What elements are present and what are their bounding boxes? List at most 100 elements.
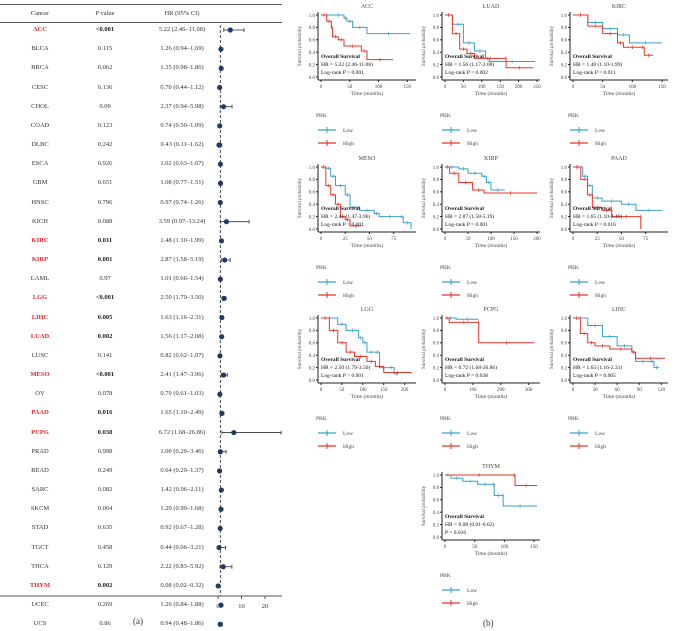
survival-curve-low: [445, 317, 479, 320]
y-tick-label: 1.0: [309, 166, 316, 171]
legend-label-low: Low: [467, 128, 477, 134]
p-value: Log-rank P = 0.002: [445, 70, 488, 76]
legend-label-high: High: [343, 293, 354, 299]
y-tick-label: 0.8: [561, 329, 568, 334]
y-tick-label: 0.0: [433, 76, 440, 81]
cancer-cell: BRCA: [31, 64, 49, 72]
cancer-cell: KIRP: [31, 256, 49, 264]
cancer-cell: ESCA: [31, 160, 49, 168]
cancer-cell: KICH: [32, 217, 48, 225]
hr-point: [218, 506, 224, 512]
y-tick-label: 1.0: [561, 166, 568, 171]
cancer-cell: PCPG: [31, 428, 49, 436]
survival-curve-high: [445, 317, 535, 344]
p-value-cell: 0.038: [97, 428, 113, 436]
forest-plot: 0 10 20: [0, 25, 282, 627]
y-tick-label: 0.0: [561, 379, 568, 384]
y-tick-label: 0.2: [433, 366, 440, 371]
p-value: Log-rank P = 0.016: [573, 222, 616, 228]
p-value-cell: 0.635: [97, 524, 113, 532]
cancer-cell: CHOL: [31, 102, 49, 110]
y-tick-label: 0.6: [433, 342, 440, 347]
hr-point: [218, 238, 225, 244]
x-tick-label: 50: [466, 237, 472, 242]
hazard-ratio: HR = 6.72 (1.68-26.86): [445, 364, 497, 371]
km-panel-meso: MESO 0.0 0.2 0.4 0.6 0.8 1.0 0 25 50 75 Time (month…: [298, 156, 416, 299]
hazard-ratio: HR = 1.65 (1.10-2.49): [573, 213, 622, 220]
x-axis-label: Time (months): [475, 242, 508, 249]
p-value-cell: 0.002: [97, 332, 113, 340]
cancer-cell: TGCT: [31, 543, 49, 551]
stats-title: Overall Survival: [573, 54, 612, 60]
p-value-cell: 0.09: [99, 102, 111, 110]
x-tick-label: 25: [595, 237, 601, 242]
legend-label-low: Low: [343, 431, 353, 437]
x-tick-label: 0: [444, 545, 447, 550]
x-axis-label: Time (months): [603, 90, 636, 97]
hr-cell: 2.87 (1.58–5.19): [160, 256, 204, 264]
cancer-cell: THYM: [29, 581, 51, 589]
x-tick-label: 100: [487, 237, 495, 242]
survival-curve-low: [573, 166, 663, 211]
hr-cell: 1.63 (1.16–2.31): [160, 313, 204, 321]
x-axis-label: Time (months): [351, 242, 384, 249]
p-value-cell: 0.458: [97, 543, 113, 551]
legend-label-high: High: [595, 293, 606, 299]
hr-cell: 2.22 (0.83–5.92): [160, 562, 204, 570]
hr-cell: 1.35 (0.98–1.86): [160, 64, 204, 72]
hr-cell: 1.48 (1.10–1.99): [160, 236, 204, 244]
cancer-cell: THCA: [31, 562, 49, 570]
hr-cell: 1.29 (0.99–1.68): [160, 505, 204, 513]
legend-label-high: High: [343, 141, 354, 147]
hr-point: [217, 621, 223, 627]
panel-title: LIHC: [612, 307, 626, 313]
p-value-cell: 0.016: [97, 409, 113, 417]
hr-cell: 0.92 (0.67–1.28): [160, 524, 204, 532]
panel-title: KIRC: [612, 4, 626, 10]
hr-cell: 0.74 (0.50–1.09): [160, 121, 204, 129]
legend-title: PBK: [568, 416, 579, 422]
km-panel-paad: PAAD 0.0 0.2 0.4 0.6 0.8 1.0 0 25 50 75 Time (month…: [550, 156, 668, 299]
x-tick-label: 150: [658, 85, 666, 90]
x-tick-label: 150: [380, 388, 388, 393]
hr-cell: 1.08 (0.77–1.51): [160, 179, 204, 187]
legend-label-low: Low: [595, 128, 605, 134]
x-axis-label: Time (months): [603, 393, 636, 400]
x-tick-label: 50: [339, 388, 345, 393]
y-tick-label: 0.6: [561, 39, 568, 44]
x-tick-label: 0: [572, 237, 575, 242]
hr-cell: 2.50 (1.79–3.50): [160, 294, 204, 302]
legend-title: PBK: [316, 265, 327, 271]
y-tick-label: 0.2: [561, 215, 568, 220]
panel-title: MESO: [359, 156, 376, 162]
x-tick-label: 0: [320, 85, 323, 90]
hr-cell: 0.79 (0.61–1.03): [160, 390, 204, 398]
x-tick-label: 0: [320, 237, 323, 242]
cancer-cell: UCEC: [31, 601, 49, 609]
legend-label-high: High: [595, 444, 606, 450]
p-value-cell: 0.86: [99, 620, 111, 628]
hr-cell: 0.43 (0.11–1.62): [160, 141, 204, 149]
cancer-cell: SKCM: [30, 505, 50, 513]
x-axis-label: Time (months): [475, 393, 508, 400]
cancer-cell: LUAD: [30, 332, 50, 340]
hr-cell: 0.82 (0.62–1.07): [160, 351, 204, 359]
y-tick-label: 0.0: [309, 228, 316, 233]
x-tick-label: 30: [593, 388, 599, 393]
y-tick-label: 0.0: [433, 228, 440, 233]
hr-cell: 0.64 (0.29–1.37): [160, 466, 204, 474]
p-value-cell: 0.249: [97, 466, 113, 474]
cancer-cell: STAD: [31, 524, 49, 532]
legend-label-high: High: [595, 141, 606, 147]
hr-point: [231, 429, 237, 436]
y-tick-label: 0.2: [561, 63, 568, 68]
y-axis-label: Survival probability: [298, 25, 303, 66]
cancer-cell: PAAD: [31, 409, 49, 417]
p-value-cell: 0.082: [97, 486, 113, 494]
x-axis-label: Time (months): [475, 550, 508, 557]
y-tick-label: 0.4: [433, 354, 440, 359]
x-tick-label: 150: [404, 85, 412, 90]
panel-title: THYM: [482, 464, 500, 470]
legend-title: PBK: [568, 265, 579, 271]
